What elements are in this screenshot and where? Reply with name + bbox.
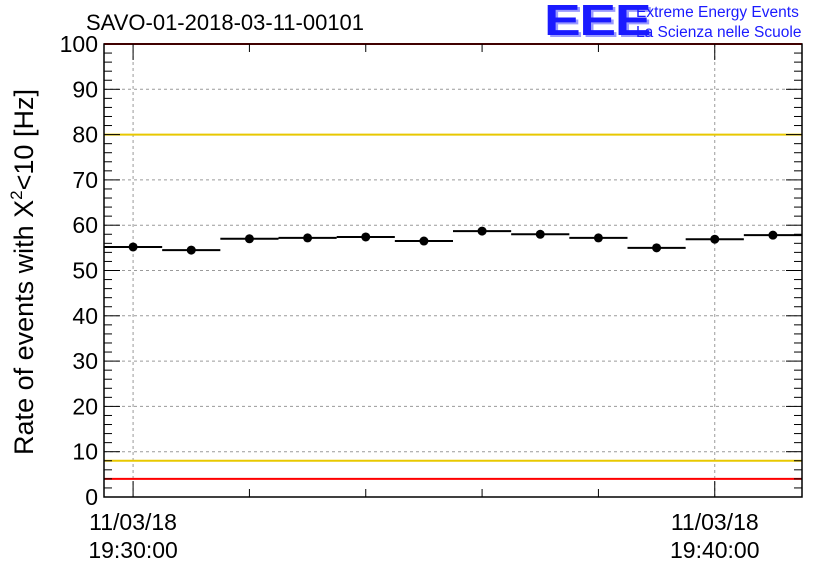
data-point (128, 242, 138, 252)
grid-lines (104, 44, 802, 497)
y-tick-label: 10 (72, 439, 98, 465)
data-point (768, 230, 778, 240)
x-tick-label-time: 19:40:00 (670, 537, 760, 563)
x-tick-label-date: 11/03/18 (89, 509, 177, 535)
y-tick-label: 80 (72, 122, 98, 148)
data-point (303, 233, 313, 243)
data-point (244, 234, 254, 244)
y-tick-label: 90 (72, 76, 98, 102)
y-axis-label-tail: <10 [Hz] (9, 89, 39, 190)
y-tick-label: 0 (85, 484, 98, 510)
data-point (419, 236, 429, 246)
chart-title: SAVO-01-2018-03-11-00101 (86, 10, 365, 35)
y-tick-label: 30 (72, 348, 98, 374)
y-axis-label: Rate of events with X2<10 [Hz] (7, 89, 39, 455)
data-point (535, 229, 545, 239)
data-point (710, 234, 720, 244)
data-point (477, 226, 487, 236)
data-point (593, 233, 603, 243)
y-tick-label: 70 (72, 167, 98, 193)
y-tick-label: 20 (72, 393, 98, 419)
data-point (361, 232, 371, 242)
reference-lines (104, 43, 802, 480)
data-series (104, 226, 802, 255)
x-tick-label-time: 19:30:00 (88, 537, 178, 563)
eee-logo: EEE Extreme Energy Events La Scienza nel… (544, 0, 834, 45)
y-tick-label: 40 (72, 303, 98, 329)
y-axis-label-main: Rate of events with X (9, 200, 39, 455)
y-tick-label: 100 (60, 31, 98, 57)
data-point (652, 243, 662, 253)
axis-ticks (104, 43, 802, 498)
eee-logo-mark: EEE (544, 0, 652, 45)
y-tick-label: 50 (72, 258, 98, 284)
logo-line-2: La Scienza nelle Scuole (636, 24, 802, 41)
y-tick-labels: 0 10 20 30 40 50 60 70 80 90 100 (60, 31, 98, 510)
logo-line-1: Extreme Energy Events (636, 4, 799, 21)
y-tick-label: 60 (72, 212, 98, 238)
y-axis-label-sup: 2 (7, 190, 26, 199)
data-point (186, 245, 196, 255)
x-tick-label-date: 11/03/18 (671, 509, 759, 535)
